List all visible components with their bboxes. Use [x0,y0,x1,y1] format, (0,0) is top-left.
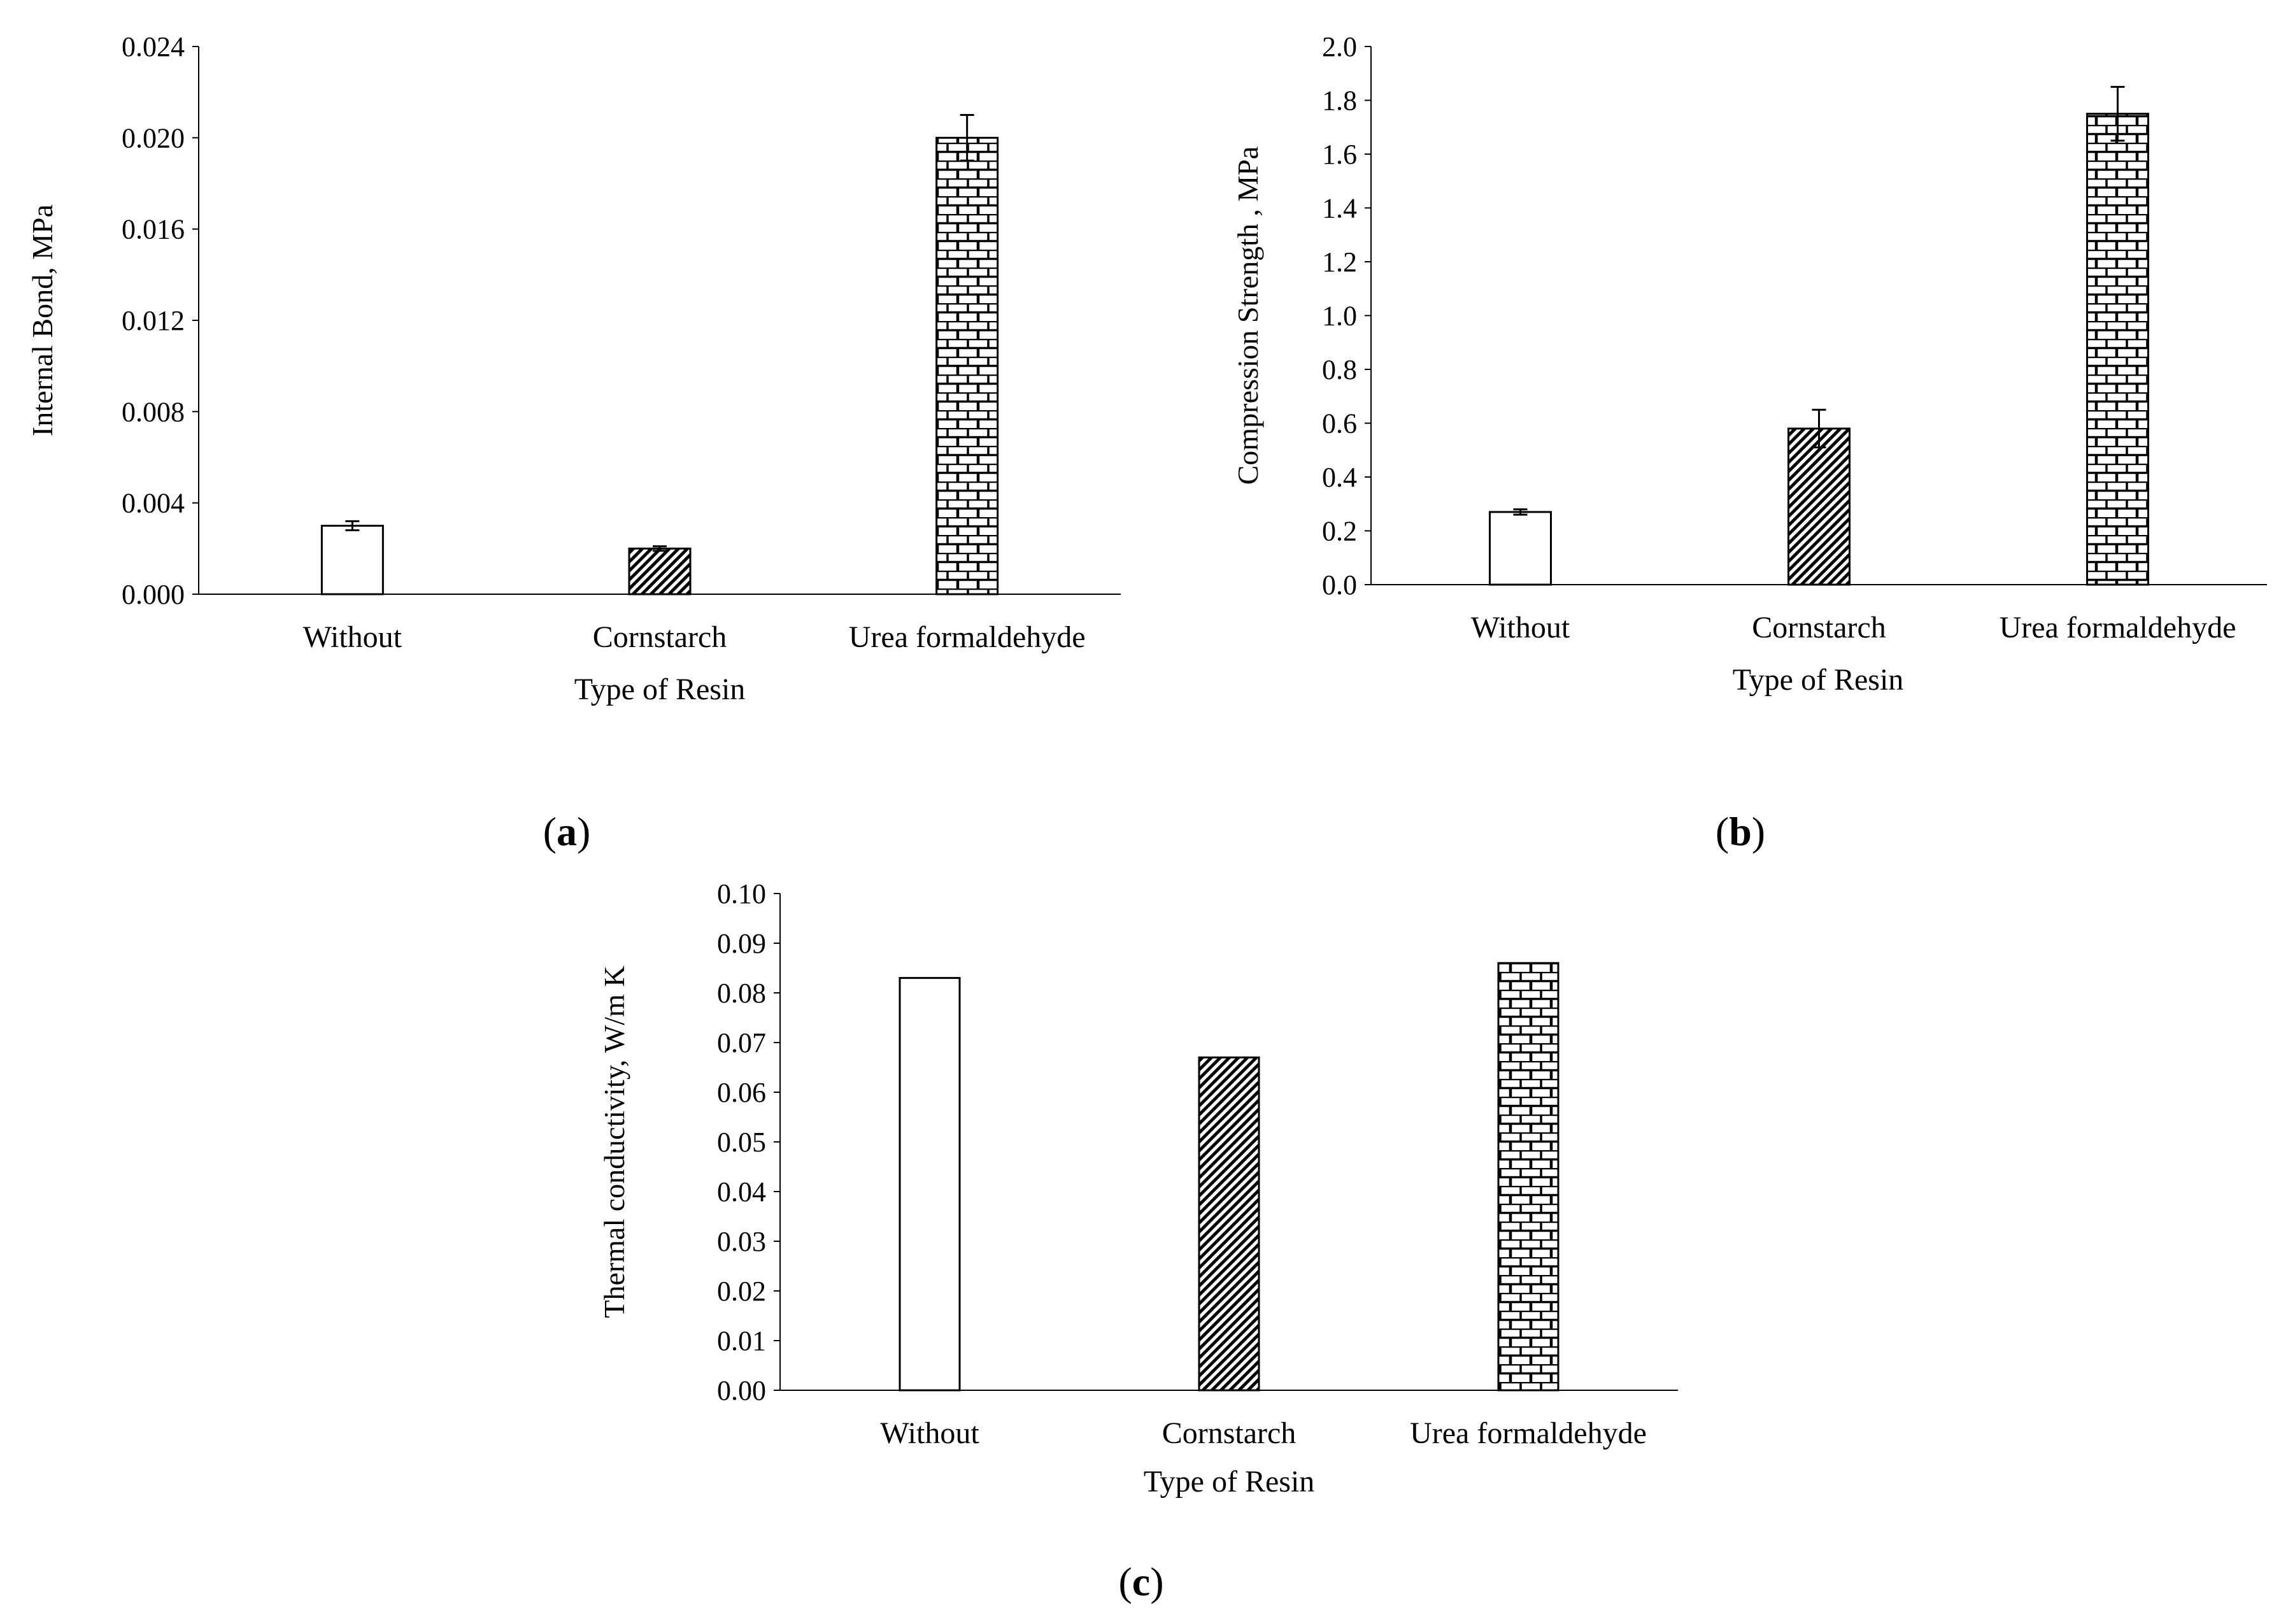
x-category-label: Cornstarch [593,620,727,654]
y-tick-label: 0.016 [122,214,185,245]
error-bar [1513,508,1528,516]
x-axis-title: Type of Resin [1733,663,1904,697]
panel-label: (c) [1118,1559,1163,1604]
y-tick-label: 0.0 [1322,569,1357,601]
y-tick-label: 0.00 [717,1375,766,1406]
y-tick-label: 1.4 [1322,193,1357,224]
bar-urea-formaldehyde [1497,962,1560,1392]
y-tick-label: 0.05 [717,1127,766,1158]
y-tick-label: 0.012 [122,305,185,336]
y-tick-label: 0.020 [122,122,185,153]
bar-cornstarch [1198,1056,1260,1392]
x-axis-title: Type of Resin [1144,1465,1315,1499]
error-bar [960,114,974,162]
y-tick-label: 0.01 [717,1325,766,1357]
chart-panel-c: 0.00 0.01 0.02 0.03 0.04 0.05 0.06 0.07 0.08 0.09… [598,878,1678,1604]
bar-cornstarch [1787,427,1851,586]
y-tick-label: 0.06 [717,1077,766,1108]
y-tick-label: 0.02 [717,1276,766,1307]
chart-panel-a: 0.000 0.004 0.008 0.012 0.016 0.020 0.024 Witho… [26,31,1121,854]
y-tick-label: 1.6 [1322,139,1357,170]
y-tick-label: 1.0 [1322,301,1357,332]
y-tick-label: 1.2 [1322,246,1357,278]
error-bar [345,520,360,532]
error-bar [1812,408,1826,449]
x-category-label: Urea formaldehyde [849,620,1086,654]
y-tick-label: 0.03 [717,1226,766,1257]
x-category-label: Cornstarch [1752,611,1886,645]
y-tick-label: 0.4 [1322,462,1357,493]
bar-urea-formaldehyde [2086,113,2149,586]
y-tick-label: 0.08 [717,978,766,1009]
y-tick-label: 0.2 [1322,516,1357,547]
panel-label: (b) [1716,809,1765,854]
x-category-label: Urea formaldehyde [1410,1416,1647,1450]
y-tick-label: 0.07 [717,1027,766,1058]
x-category-label: Without [303,620,402,654]
y-tick-label: 2.0 [1322,31,1357,62]
x-category-label: Urea formaldehyde [2000,611,2236,645]
error-bar [2110,85,2125,142]
y-tick-label: 0.004 [122,488,185,519]
x-category-label: Without [880,1416,979,1450]
y-tick-label: 1.8 [1322,85,1357,117]
x-category-label: Without [1471,611,1570,645]
x-axis-title: Type of Resin [574,673,746,706]
bar-cornstarch [628,547,692,595]
y-tick-label: 0.04 [717,1176,766,1207]
error-bar [653,545,667,552]
y-tick-label: 0.8 [1322,354,1357,385]
panel-label: (a) [543,809,591,854]
y-tick-label: 0.09 [717,928,766,959]
y-axis-title: Thermal conductivity, W/m K [598,965,630,1318]
y-axis-title: Internal Bond, MPa [26,204,59,436]
y-tick-label: 0.024 [122,31,185,62]
bar-without [320,525,384,595]
bar-without [899,977,961,1392]
y-axis-title: Compression Strength , MPa [1232,146,1264,485]
x-category-label: Cornstarch [1162,1416,1297,1450]
chart-panel-b: 0.0 0.2 0.4 0.6 0.8 1.0 1.2 1.4 1.6 1.8 2.0 Without… [1232,31,2267,854]
y-tick-label: 0.6 [1322,408,1357,439]
y-tick-label: 0.10 [717,878,766,909]
y-tick-label: 0.000 [122,579,185,610]
bar-without [1489,511,1552,586]
bar-urea-formaldehyde [935,136,999,595]
y-tick-label: 0.008 [122,396,185,427]
